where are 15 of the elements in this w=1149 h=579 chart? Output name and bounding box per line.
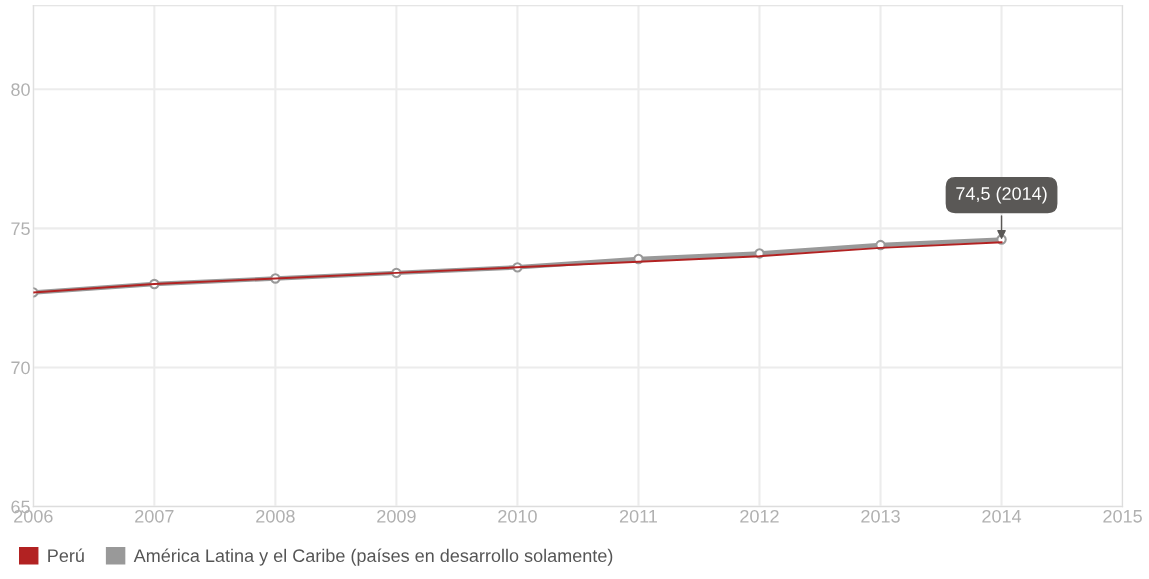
- x-tick-label: 2008: [256, 509, 295, 523]
- legend-label: Perú: [48, 548, 84, 563]
- x-tick-label: 2009: [377, 509, 416, 523]
- y-tick-label: 80: [11, 83, 30, 96]
- x-tick-label: 2007: [135, 509, 174, 523]
- x-tick-label: 2014: [982, 509, 1022, 523]
- x-tick-label: 2012: [740, 509, 779, 523]
- y-tick-label: 75: [11, 222, 30, 236]
- x-tick-label: 2013: [861, 509, 900, 523]
- y-tick-label: 70: [11, 361, 30, 375]
- annotation: 74,5 (2014): [956, 186, 1047, 204]
- x-tick-label: 2011: [619, 509, 657, 523]
- x-tick-label: 2015: [1103, 509, 1142, 523]
- x-tick-label: 2010: [498, 509, 537, 523]
- legend-label: América Latina y el Caribe (países en desarrollo solamente): [133, 548, 613, 566]
